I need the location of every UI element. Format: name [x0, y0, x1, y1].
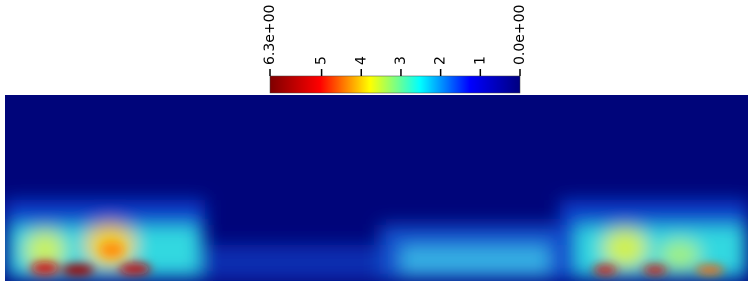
colorbar-tick-label: 0.0e+00: [512, 5, 528, 65]
field: [5, 95, 748, 281]
colorbar: [269, 75, 521, 94]
colorbar-tick-label: 3: [393, 56, 409, 65]
field-blobs: [5, 200, 748, 280]
colorbar-tick-label: 2: [433, 56, 449, 65]
colorbar-tick-label: 6.3e+00: [262, 5, 278, 65]
field-hotspots: [31, 242, 724, 276]
colorbar-tick-label: 1: [472, 56, 488, 65]
colorbar-tick-label: 5: [314, 56, 330, 65]
colorbar-tick-label: 4: [353, 56, 369, 65]
